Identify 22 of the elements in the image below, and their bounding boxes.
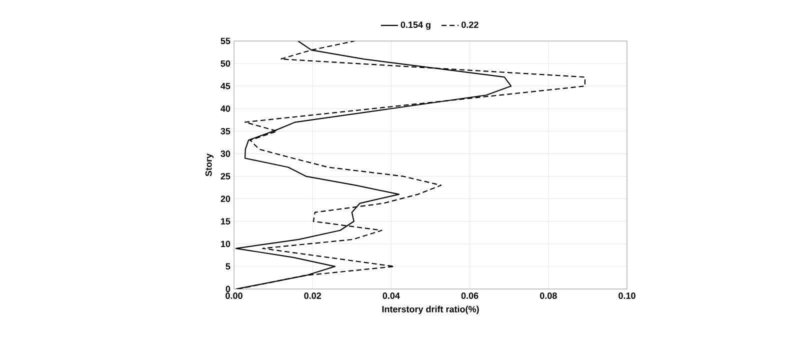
y-tick-label: 5: [226, 263, 230, 270]
y-tick-label: 25: [220, 173, 230, 180]
y-tick-label: 55: [220, 38, 230, 44]
y-tick-label: 30: [220, 150, 230, 157]
x-tick-label: 0.00: [226, 292, 242, 299]
y-tick-label: 15: [221, 218, 230, 225]
legend-label: 0.154 g: [400, 22, 430, 30]
x-tick-label: 0.04: [382, 292, 400, 299]
y-tick-label: 10: [221, 240, 230, 248]
y-tick-label: 0: [226, 286, 230, 292]
x-tick-label: 0.10: [618, 292, 636, 299]
x-tick-label: 0.08: [540, 292, 557, 299]
x-tick-label: 0.02: [304, 292, 321, 299]
y-tick-label: 45: [220, 82, 230, 90]
y-tick-label: 20: [220, 196, 230, 202]
x-axis-title: Interstory drift ratio(%): [382, 306, 479, 314]
legend-label: 0.22: [462, 22, 478, 28]
y-tick-label: 40: [220, 105, 230, 112]
x-tick-label: 0.06: [461, 292, 478, 299]
y-tick-label: 35: [220, 128, 230, 134]
y-axis-title: Story: [205, 154, 214, 176]
y-tick-label: 50: [220, 60, 230, 67]
